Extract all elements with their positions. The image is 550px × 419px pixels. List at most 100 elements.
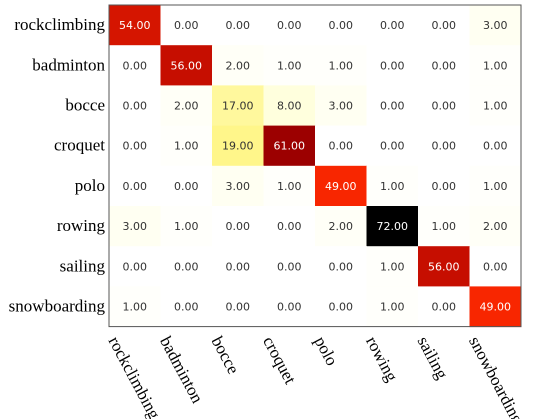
heatmap-cell	[315, 286, 367, 328]
cell-value-label: 49.00	[480, 301, 512, 314]
heatmap-cell	[418, 286, 470, 328]
cell-value-label: 0.00	[174, 301, 199, 314]
row-label: rowing	[57, 216, 106, 235]
heatmap-cell	[263, 165, 316, 207]
cell-value-label: 1.00	[483, 100, 508, 113]
heatmap-cell	[469, 125, 522, 167]
heatmap-cell	[212, 5, 264, 46]
cell-value-label: 0.00	[174, 180, 199, 193]
cell-value-label: 54.00	[119, 19, 151, 32]
cell-value-label: 0.00	[174, 260, 199, 273]
heatmap-cell	[366, 125, 419, 167]
heatmap-cell	[366, 286, 419, 328]
heatmap-cell	[212, 246, 264, 287]
heatmap-cell	[160, 5, 213, 46]
cell-value-label: 0.00	[432, 180, 457, 193]
heatmap-cell	[109, 286, 161, 328]
heatmap-cell	[469, 165, 522, 207]
heatmap-cell	[315, 125, 367, 167]
heatmap-cell	[418, 246, 470, 287]
heatmap-cell	[263, 125, 316, 167]
heatmap-cell	[212, 165, 264, 207]
heatmap-cell	[469, 45, 522, 86]
cell-value-label: 0.00	[123, 140, 148, 153]
heatmap-cell	[263, 45, 316, 86]
cell-value-label: 56.00	[428, 260, 460, 273]
column-label: polo	[311, 333, 342, 369]
cell-value-label: 61.00	[274, 140, 306, 153]
heatmap-cell	[469, 206, 522, 247]
cell-value-label: 56.00	[171, 59, 203, 72]
column-label: rowing	[362, 333, 402, 385]
heatmap-cell	[109, 45, 161, 86]
cell-value-label: 1.00	[380, 180, 405, 193]
cell-value-label: 0.00	[432, 19, 457, 32]
heatmap-cell	[315, 85, 367, 127]
column-label: snowboarding	[465, 333, 527, 419]
heatmap-cell	[263, 246, 316, 287]
heatmap-cell	[366, 5, 419, 46]
cell-value-label: 0.00	[277, 220, 302, 233]
cell-value-label: 0.00	[483, 140, 508, 153]
cell-value-label: 0.00	[123, 180, 148, 193]
heatmap-cell	[469, 85, 522, 127]
cell-value-label: 3.00	[123, 220, 148, 233]
heatmap-cell	[212, 286, 264, 328]
heatmap-cell	[469, 286, 522, 328]
cell-value-label: 0.00	[380, 59, 405, 72]
cell-value-label: 72.00	[377, 220, 409, 233]
heatmap-cell	[212, 45, 264, 86]
heatmap-cell	[109, 85, 161, 127]
row-label: snowboarding	[9, 297, 106, 316]
cell-value-label: 1.00	[123, 301, 148, 314]
cell-value-label: 1.00	[380, 260, 405, 273]
cell-value-label: 3.00	[483, 19, 508, 32]
heatmap-cell	[418, 125, 470, 167]
cell-value-label: 1.00	[329, 59, 354, 72]
cell-value-label: 0.00	[226, 301, 251, 314]
cell-value-label: 0.00	[226, 220, 251, 233]
cell-value-label: 2.00	[226, 59, 251, 72]
cell-value-label: 0.00	[226, 19, 251, 32]
heatmap-cell	[109, 125, 161, 167]
heatmap-cell	[366, 85, 419, 127]
heatmap-cell	[263, 85, 316, 127]
heatmap-cell	[212, 206, 264, 247]
cell-value-label: 8.00	[277, 100, 302, 113]
cell-value-label: 0.00	[329, 260, 354, 273]
plot-frame	[108, 4, 522, 328]
cell-value-label: 0.00	[380, 140, 405, 153]
row-label: sailing	[60, 256, 106, 275]
cell-value-label: 3.00	[329, 100, 354, 113]
heatmap-cell	[160, 45, 213, 86]
cell-value-label: 1.00	[483, 180, 508, 193]
heatmap-cell	[366, 165, 419, 207]
heatmap-cell	[315, 165, 367, 207]
column-label: bocce	[208, 333, 243, 377]
row-label: badminton	[32, 55, 105, 74]
heatmap-cell	[366, 206, 419, 247]
heatmap-cell	[109, 5, 161, 46]
cell-value-label: 0.00	[380, 100, 405, 113]
cell-value-label: 2.00	[329, 220, 354, 233]
cell-value-label: 0.00	[123, 100, 148, 113]
cell-value-label: 0.00	[174, 19, 199, 32]
heatmap-cell	[212, 125, 264, 167]
heatmap-cell	[160, 246, 213, 287]
row-label: polo	[75, 176, 105, 195]
cell-value-label: 0.00	[432, 59, 457, 72]
heatmap-cell	[315, 5, 367, 46]
cell-value-label: 1.00	[174, 220, 199, 233]
column-label: croquet	[259, 333, 300, 387]
heatmap-cell	[212, 85, 264, 127]
heatmap-cell	[418, 85, 470, 127]
heatmap-cell	[366, 246, 419, 287]
heatmap-cell	[160, 85, 213, 127]
cell-value-label: 1.00	[380, 301, 405, 314]
heatmap-cells	[109, 5, 522, 328]
cell-value-label: 2.00	[174, 100, 199, 113]
cell-value-label: 0.00	[329, 301, 354, 314]
cell-value-label: 0.00	[432, 301, 457, 314]
heatmap-cell	[109, 165, 161, 207]
row-label: rockclimbing	[14, 15, 105, 34]
